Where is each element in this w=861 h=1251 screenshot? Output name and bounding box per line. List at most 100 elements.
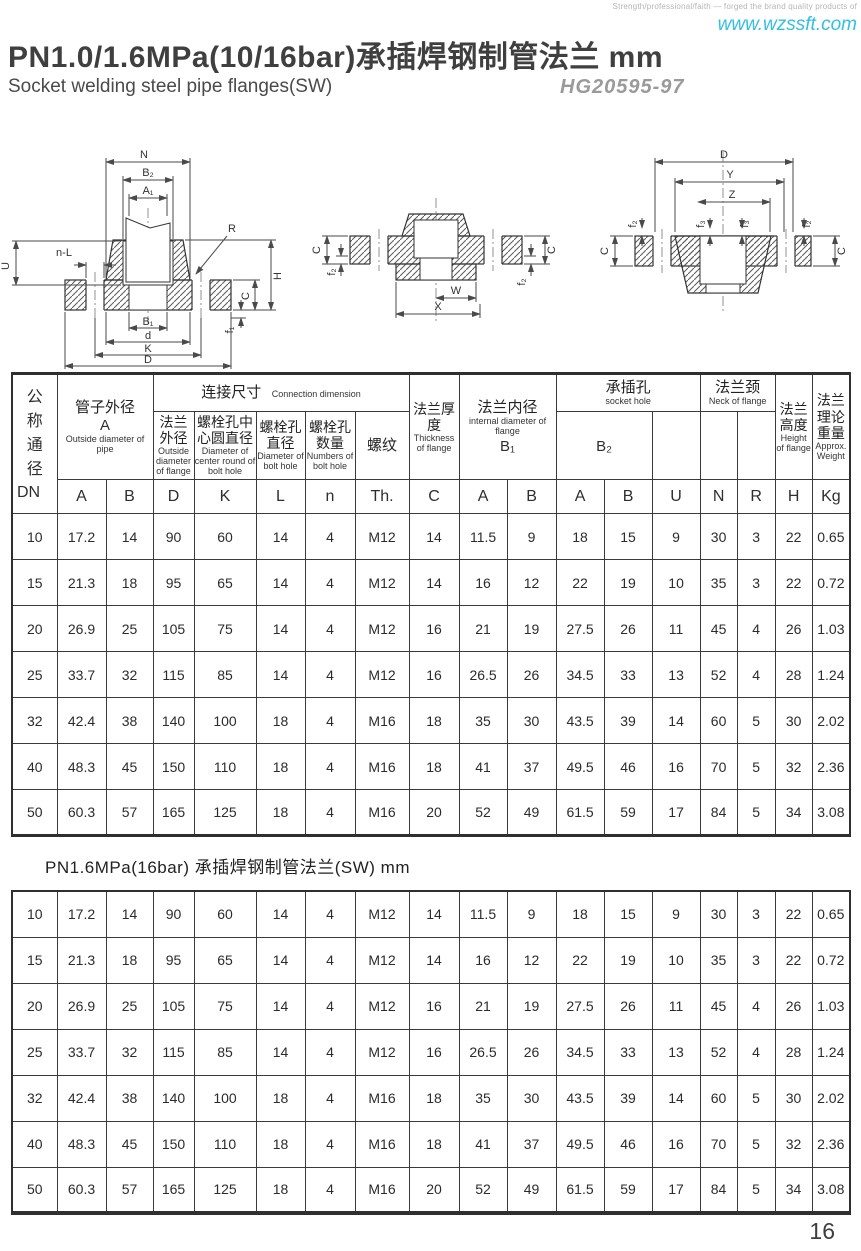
cell: 52: [458, 1166, 508, 1214]
cell: 59: [603, 1166, 653, 1214]
cell: 9: [651, 890, 701, 938]
cell: 49.5: [555, 743, 605, 790]
cell: 18: [105, 936, 154, 984]
cell: 57: [105, 789, 154, 836]
col-r-spacer: [736, 411, 776, 480]
cell: 5: [736, 743, 776, 790]
cell: 60.3: [56, 1166, 107, 1214]
cell: 150: [152, 743, 195, 790]
cell: 41: [458, 1120, 508, 1168]
cell: 70: [699, 1120, 738, 1168]
cell: 0.65: [811, 890, 851, 938]
col-bolt-circle-header: 螺栓孔中心圆直径 Diameter of center round of bol…: [193, 411, 257, 480]
brand-tagline: Strength/professional/faith — forged the…: [612, 2, 857, 11]
dim-label-Z: Z: [729, 189, 736, 201]
cell: 9: [651, 513, 701, 560]
cell: 32: [774, 743, 813, 790]
cell: 22: [774, 513, 813, 560]
table-row: 32 42.4 38 140 100 18 4 M16 18 35 30 43.5 39 14 60 5 30 2…: [11, 1074, 851, 1122]
cell: 42.4: [56, 697, 107, 744]
cell: 4: [304, 789, 356, 836]
cell: 13: [651, 1028, 701, 1076]
cell: 16: [408, 1028, 460, 1076]
cell: M12: [354, 513, 410, 560]
letter-B2B: B: [603, 479, 653, 514]
cell: 15: [11, 936, 58, 984]
cell: 30: [774, 697, 813, 744]
cell: 110: [193, 743, 257, 790]
cell: 43.5: [555, 1074, 605, 1122]
cell: M16: [354, 1074, 410, 1122]
group-connection: 连接尺寸 Connection dimension: [152, 373, 410, 412]
cell: 15: [11, 559, 58, 606]
cell: 14: [408, 559, 460, 606]
cell: 100: [193, 1074, 257, 1122]
cell: 10: [651, 559, 701, 606]
cell: 34.5: [555, 651, 605, 698]
cell: 60.3: [56, 789, 107, 836]
group-pipe-od: 管子外径 A Outside diameter of pipe: [56, 373, 154, 480]
cell: 39: [603, 697, 653, 744]
cell: 3.08: [811, 1166, 851, 1214]
cell: 1.03: [811, 605, 851, 652]
cell: 14: [255, 559, 306, 606]
cell: 14: [255, 513, 306, 560]
cell: 20: [11, 982, 58, 1030]
cell: 43.5: [555, 697, 605, 744]
cell: 85: [193, 1028, 257, 1076]
cell: 4: [304, 559, 356, 606]
cell: 32: [11, 697, 58, 744]
page-title: PN1.0/1.6MPa(10/16bar)承插焊钢制管法兰 mm: [8, 41, 664, 74]
cell: 19: [506, 605, 557, 652]
cell: 9: [506, 513, 557, 560]
cell: 35: [458, 697, 508, 744]
cell: 3: [736, 559, 776, 606]
col-n-spacer: [699, 411, 738, 480]
cell: 18: [408, 1074, 460, 1122]
cell: 125: [193, 789, 257, 836]
cell: 4: [304, 890, 356, 938]
cell: 22: [774, 559, 813, 606]
dim-label-B1: B₁: [142, 316, 153, 328]
cell: 52: [699, 651, 738, 698]
cell: 110: [193, 1120, 257, 1168]
spec-table-pn16: 10 17.2 14 90 60 14 4 M12 14 11.5 9 18 15 9 30 3 22 0.65 1…: [11, 890, 851, 1215]
dim-label-A1: A₁: [142, 185, 153, 197]
cell: M16: [354, 1120, 410, 1168]
cell: 12: [506, 936, 557, 984]
cell: 18: [255, 743, 306, 790]
letter-H: H: [774, 479, 813, 514]
dim-label-D: D: [720, 149, 728, 161]
cell: 125: [193, 1166, 257, 1214]
cell: 26.9: [56, 605, 107, 652]
cell: 25: [11, 651, 58, 698]
cell: 17: [651, 789, 701, 836]
cell: 17: [651, 1166, 701, 1214]
table-row: 10 17.2 14 90 60 14 4 M12 14 11.5 9 18 15 9 30 3 22 0.65: [11, 890, 851, 938]
cell: 49.5: [555, 1120, 605, 1168]
cell: 14: [255, 605, 306, 652]
cell: 0.72: [811, 559, 851, 606]
cell: 27.5: [555, 605, 605, 652]
dim-label-f3-a: f₃: [695, 220, 707, 228]
cell: 20: [408, 789, 460, 836]
cell: 9: [506, 890, 557, 938]
cell: 16: [408, 605, 460, 652]
cell: 4: [304, 697, 356, 744]
cell: 26.9: [56, 982, 107, 1030]
letter-B: B: [105, 479, 154, 514]
cell: 17.2: [56, 890, 107, 938]
cell: 10: [11, 513, 58, 560]
cell: 15: [603, 890, 653, 938]
cell: 18: [255, 789, 306, 836]
cell: 60: [193, 890, 257, 938]
cell: 4: [304, 1120, 356, 1168]
cell: 19: [603, 936, 653, 984]
letter-K: K: [193, 479, 257, 514]
letter-n: n: [304, 479, 356, 514]
dim-label-f2-right: f₂: [801, 220, 813, 227]
cell: M12: [354, 890, 410, 938]
cell: 0.65: [811, 513, 851, 560]
cell: M12: [354, 559, 410, 606]
cell: 28: [774, 1028, 813, 1076]
